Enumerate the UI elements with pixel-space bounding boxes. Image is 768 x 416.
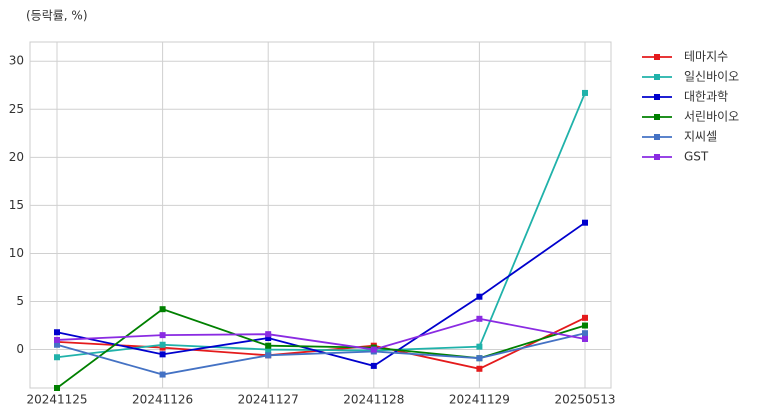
annotation: (등락률, %) bbox=[26, 9, 88, 23]
legend-label: 테마지수 bbox=[684, 50, 728, 64]
point bbox=[476, 365, 483, 372]
legend-label: 지씨셀 bbox=[684, 130, 717, 144]
x-tick-label: 20250513 bbox=[554, 393, 615, 407]
x-tick-label: 20241127 bbox=[238, 393, 299, 407]
x-tick-label: 20241126 bbox=[132, 393, 193, 407]
legend-marker bbox=[654, 74, 660, 80]
point bbox=[54, 385, 60, 391]
plot-frame bbox=[29, 41, 612, 389]
legend-label: 서린바이오 bbox=[684, 110, 739, 124]
point bbox=[476, 355, 483, 362]
point bbox=[265, 331, 272, 338]
y-tick-label: 5 bbox=[16, 294, 24, 308]
point bbox=[582, 322, 588, 329]
series-line bbox=[56, 221, 586, 367]
point bbox=[265, 342, 272, 349]
y-tick-label: 25 bbox=[9, 102, 24, 116]
point bbox=[159, 341, 166, 348]
point bbox=[582, 219, 588, 226]
y-tick-label: 0 bbox=[16, 342, 24, 356]
series-line bbox=[56, 92, 586, 359]
legend-marker bbox=[654, 94, 660, 100]
point bbox=[54, 341, 60, 348]
point bbox=[582, 89, 588, 96]
y-tick-label: 10 bbox=[9, 246, 24, 260]
point bbox=[265, 352, 272, 359]
y-tick-label: 30 bbox=[9, 54, 24, 68]
legend-label: GST bbox=[684, 150, 709, 164]
point bbox=[476, 315, 483, 322]
x-tick-label: 20241129 bbox=[449, 393, 510, 407]
point bbox=[159, 371, 166, 378]
point bbox=[265, 335, 272, 342]
point bbox=[370, 346, 377, 353]
legend-marker bbox=[654, 154, 660, 160]
point bbox=[54, 336, 60, 343]
point bbox=[582, 314, 588, 321]
point bbox=[370, 362, 377, 369]
point bbox=[582, 335, 588, 342]
legend-label: 일신바이오 bbox=[684, 70, 739, 84]
point bbox=[159, 351, 166, 358]
x-tick-label: 20241125 bbox=[26, 393, 87, 407]
series-line bbox=[56, 332, 586, 376]
legend-label: 대한과학 bbox=[684, 90, 728, 104]
point bbox=[54, 329, 60, 336]
point bbox=[265, 346, 272, 353]
legend-marker bbox=[654, 114, 660, 120]
point bbox=[582, 330, 588, 337]
point bbox=[54, 354, 60, 361]
y-tick-label: 15 bbox=[9, 198, 24, 212]
x-tick-label: 20241128 bbox=[343, 393, 404, 407]
point bbox=[476, 343, 483, 350]
legend-marker bbox=[654, 134, 660, 140]
legend-marker bbox=[654, 54, 660, 60]
series-line bbox=[56, 317, 586, 370]
series-line bbox=[56, 308, 586, 389]
point bbox=[159, 332, 166, 339]
point bbox=[159, 306, 166, 313]
y-tick-label: 20 bbox=[9, 150, 24, 164]
series-line bbox=[56, 317, 586, 351]
point bbox=[476, 293, 483, 300]
